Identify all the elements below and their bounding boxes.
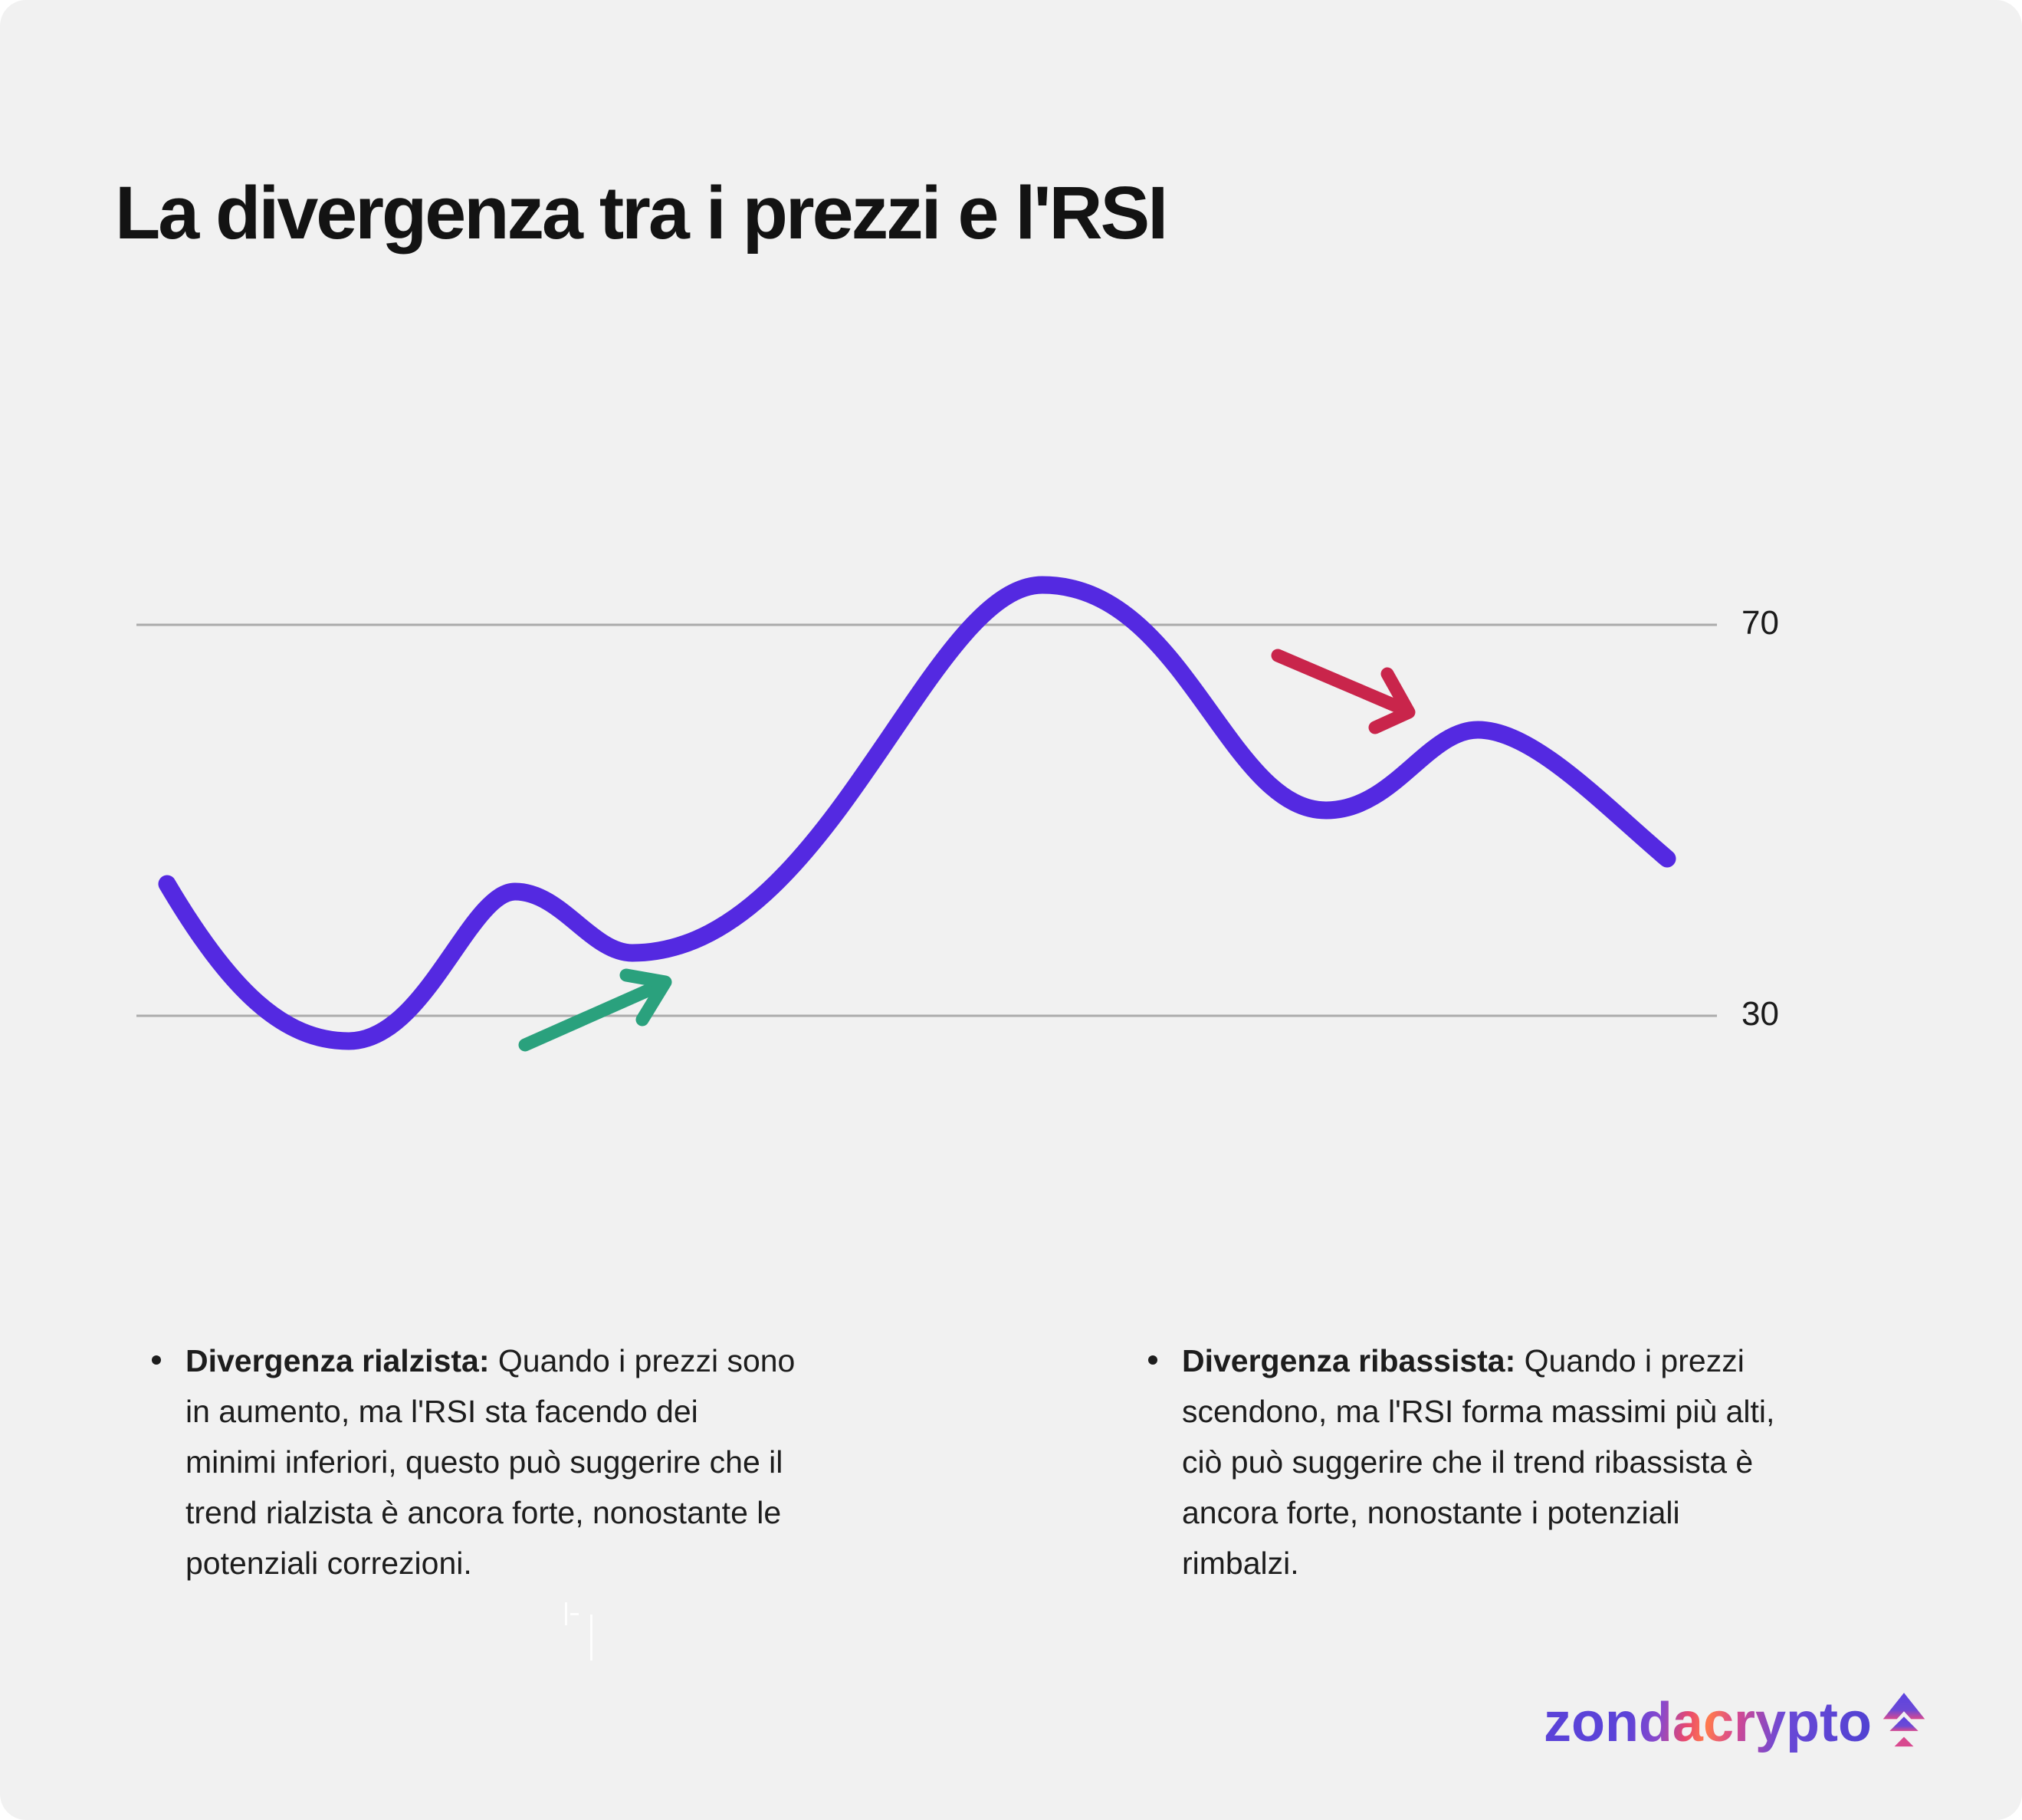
- zondacrypto-logo-icon: [1882, 1693, 1925, 1747]
- watermark-artifact: [590, 1615, 592, 1661]
- rsi-line: [158, 576, 1676, 1050]
- bearish-divergence-arrow-icon: [1271, 649, 1416, 734]
- bullish-divergence-bullet: Divergenza rialzista: Quando i prezzi so…: [152, 1335, 957, 1588]
- bearish-divergence-term: Divergenza ribassista:: [1182, 1343, 1516, 1378]
- oversold-level-label: 30: [1741, 995, 1779, 1033]
- zondacrypto-logo-text: zondacrypto: [1543, 1692, 1872, 1753]
- bullish-divergence-text: Divergenza rialzista: Quando i prezzi so…: [185, 1343, 796, 1581]
- bullish-divergence-term: Divergenza rialzista:: [185, 1343, 490, 1378]
- bearish-divergence-text: Divergenza ribassista: Quando i prezzi s…: [1182, 1343, 1775, 1581]
- page-title: La divergenza tra i prezzi e l'RSI: [115, 171, 1168, 255]
- bullish-divergence-arrow-icon: [518, 968, 672, 1052]
- bullet-dot: [1148, 1355, 1157, 1365]
- watermark-artifact: [570, 1613, 579, 1615]
- watermark-artifact: [565, 1602, 567, 1625]
- zondacrypto-logo: zondacrypto: [1544, 1688, 1925, 1757]
- bearish-divergence-bullet: Divergenza ribassista: Quando i prezzi s…: [1148, 1335, 1953, 1588]
- bullet-dot: [152, 1355, 161, 1365]
- overbought-level-label: 70: [1741, 604, 1779, 642]
